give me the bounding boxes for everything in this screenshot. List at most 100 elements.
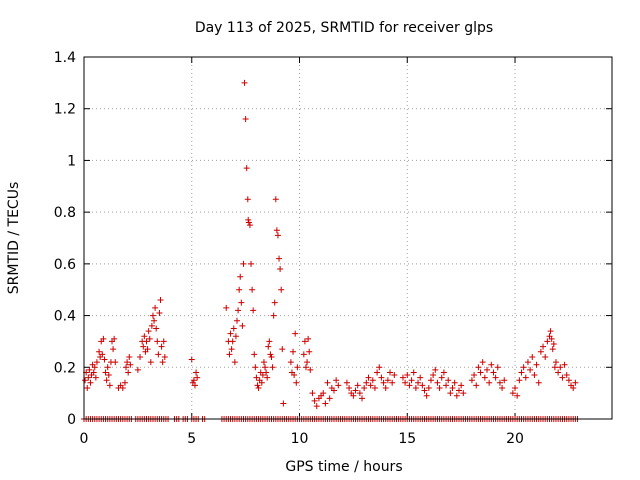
data-point bbox=[291, 372, 298, 379]
data-point bbox=[350, 392, 357, 399]
x-tick-label: 15 bbox=[398, 431, 416, 447]
data-point bbox=[134, 366, 141, 373]
data-point bbox=[531, 372, 538, 379]
data-point bbox=[127, 361, 134, 368]
data-point bbox=[436, 384, 443, 391]
data-point bbox=[376, 364, 383, 371]
data-point bbox=[361, 384, 368, 391]
y-tick-label: 0.4 bbox=[54, 309, 76, 325]
data-point bbox=[145, 328, 152, 335]
data-point bbox=[307, 366, 314, 373]
data-point bbox=[90, 369, 97, 376]
data-point bbox=[264, 374, 271, 381]
data-point bbox=[371, 384, 378, 391]
data-point bbox=[572, 379, 579, 386]
data-point bbox=[453, 392, 460, 399]
data-point bbox=[82, 377, 89, 384]
data-point bbox=[250, 307, 257, 314]
data-point bbox=[512, 384, 519, 391]
data-point bbox=[245, 219, 252, 226]
data-point bbox=[110, 346, 117, 353]
data-point bbox=[254, 382, 261, 389]
data-point bbox=[399, 374, 406, 381]
data-point bbox=[278, 286, 285, 293]
data-point bbox=[293, 379, 300, 386]
data-point bbox=[279, 346, 286, 353]
data-point bbox=[359, 395, 366, 402]
data-point bbox=[458, 382, 465, 389]
data-point bbox=[231, 359, 238, 366]
data-point bbox=[557, 364, 564, 371]
data-point bbox=[496, 379, 503, 386]
data-point bbox=[365, 374, 372, 381]
data-point bbox=[119, 384, 126, 391]
data-point bbox=[270, 312, 277, 319]
data-point bbox=[391, 372, 398, 379]
data-point bbox=[290, 348, 297, 355]
data-point bbox=[272, 196, 279, 203]
data-point bbox=[124, 359, 131, 366]
data-point bbox=[99, 351, 106, 358]
plot-frame bbox=[83, 56, 613, 420]
data-point bbox=[535, 379, 542, 386]
data-point bbox=[151, 317, 158, 324]
data-point bbox=[412, 384, 419, 391]
data-point bbox=[363, 379, 370, 386]
data-point bbox=[241, 79, 248, 86]
x-tick-label: 5 bbox=[187, 431, 196, 447]
data-point bbox=[85, 374, 92, 381]
data-point bbox=[547, 328, 554, 335]
data-point bbox=[273, 227, 280, 234]
data-point bbox=[326, 395, 333, 402]
data-point bbox=[468, 377, 475, 384]
data-point bbox=[430, 372, 437, 379]
data-point bbox=[552, 359, 559, 366]
y-axis-label: SRMTID / TECUs bbox=[6, 182, 22, 295]
data-points-layer bbox=[81, 79, 581, 422]
data-point bbox=[410, 369, 417, 376]
data-point bbox=[188, 356, 195, 363]
data-point bbox=[158, 343, 165, 350]
data-point bbox=[112, 359, 119, 366]
data-point bbox=[475, 364, 482, 371]
data-point bbox=[302, 364, 309, 371]
data-point bbox=[382, 384, 389, 391]
data-point bbox=[92, 374, 99, 381]
data-point bbox=[477, 369, 484, 376]
data-point bbox=[260, 359, 267, 366]
data-point bbox=[232, 333, 239, 340]
data-point bbox=[292, 330, 299, 337]
data-point bbox=[406, 382, 413, 389]
data-point bbox=[93, 359, 100, 366]
data-point bbox=[104, 364, 111, 371]
data-point bbox=[415, 379, 422, 386]
data-point bbox=[544, 338, 551, 345]
data-point bbox=[563, 372, 570, 379]
data-point bbox=[419, 382, 426, 389]
y-tick-label: 1.4 bbox=[54, 50, 76, 66]
data-point bbox=[148, 322, 155, 329]
data-point bbox=[527, 366, 534, 373]
data-point bbox=[540, 343, 547, 350]
data-point bbox=[294, 364, 301, 371]
data-point bbox=[102, 369, 109, 376]
data-point bbox=[367, 382, 374, 389]
data-point bbox=[100, 335, 107, 342]
data-point bbox=[280, 400, 287, 407]
data-point bbox=[263, 369, 270, 376]
data-point bbox=[123, 364, 130, 371]
data-point bbox=[193, 369, 200, 376]
data-point bbox=[484, 366, 491, 373]
data-point bbox=[320, 390, 327, 397]
data-point bbox=[471, 372, 478, 379]
data-point bbox=[269, 364, 276, 371]
data-point bbox=[300, 351, 307, 358]
data-point bbox=[499, 384, 506, 391]
data-point bbox=[309, 390, 316, 397]
data-point bbox=[237, 273, 244, 280]
tick-labels-layer: 0 0.2 0.4 0.6 0.8 1 1.2 1.4 0 5 10 15 20 bbox=[54, 50, 524, 447]
data-point bbox=[559, 374, 566, 381]
grid-layer bbox=[84, 57, 612, 419]
data-point bbox=[333, 377, 340, 384]
data-point bbox=[481, 374, 488, 381]
